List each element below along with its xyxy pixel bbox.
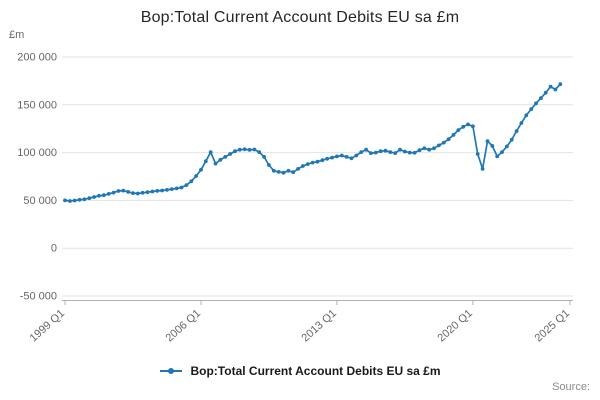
svg-text:100 000: 100 000 bbox=[17, 147, 57, 159]
svg-text:1999 Q1: 1999 Q1 bbox=[28, 307, 67, 344]
svg-text:0: 0 bbox=[51, 243, 57, 255]
legend-label: Bop:Total Current Account Debits EU sa £… bbox=[190, 364, 441, 378]
svg-text:2025 Q1: 2025 Q1 bbox=[533, 307, 572, 344]
svg-text:-50 000: -50 000 bbox=[20, 291, 57, 303]
y-axis-unit-label: £m bbox=[9, 29, 25, 41]
legend-line-marker-icon bbox=[160, 368, 183, 374]
svg-text:2013 Q1: 2013 Q1 bbox=[300, 307, 339, 344]
svg-text:2006 Q1: 2006 Q1 bbox=[164, 307, 203, 344]
svg-text:200 000: 200 000 bbox=[17, 52, 57, 64]
legend-item[interactable]: Bop:Total Current Account Debits EU sa £… bbox=[0, 362, 600, 380]
svg-text:50 000: 50 000 bbox=[23, 195, 57, 207]
svg-text:2020 Q1: 2020 Q1 bbox=[436, 307, 475, 344]
source-label: Source: bbox=[552, 381, 590, 393]
svg-text:150 000: 150 000 bbox=[17, 99, 57, 111]
chart-title: Bop:Total Current Account Debits EU sa £… bbox=[140, 9, 460, 26]
